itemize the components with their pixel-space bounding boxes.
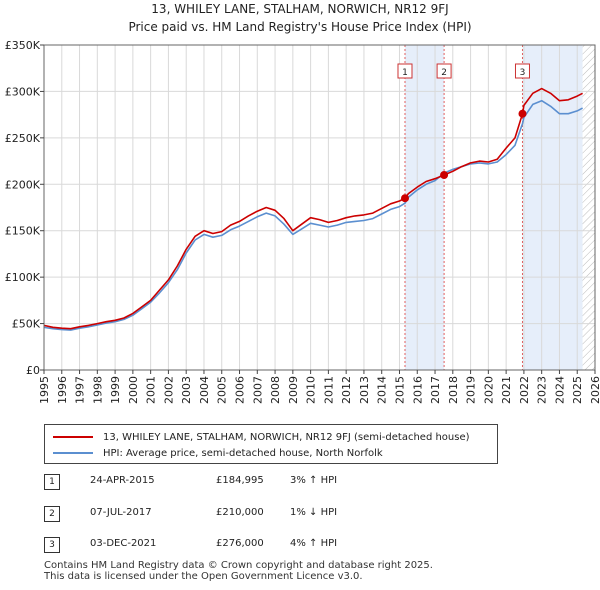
sale-hpi-diff: 4% ↑ HPI: [290, 538, 338, 549]
x-tick-label: 2014: [376, 376, 389, 404]
x-tick-label: 2016: [411, 376, 424, 404]
x-tick-label: 2001: [145, 376, 158, 404]
x-tick-label: 2018: [447, 376, 460, 404]
x-tick-label: 2000: [127, 376, 140, 404]
x-tick-label: 2015: [393, 376, 406, 404]
table-row: 1 24-APR-2015 £184,995 3% ↑ HPI: [44, 474, 464, 492]
x-tick-label: 2002: [162, 376, 175, 404]
y-tick-label: £300K: [5, 85, 41, 98]
sale-date: 24-APR-2015: [90, 475, 155, 486]
x-tick-label: 1996: [56, 376, 69, 404]
x-tick-label: 2025: [571, 376, 584, 404]
x-tick-label: 2023: [536, 376, 549, 404]
x-axis: 1995 1996 1997 1998 1999 2000 2001 2002 2003 2004…: [38, 370, 600, 404]
sale-marker-box: [397, 63, 413, 79]
sale-date: 03-DEC-2021: [90, 538, 157, 549]
y-tick-label: £250K: [5, 132, 41, 145]
x-tick-label: 2010: [305, 376, 318, 404]
sale-vlines: 1 2 3: [397, 45, 530, 370]
x-tick-label: 2007: [251, 376, 264, 404]
hatched-forecast-zone: [582, 45, 595, 370]
y-tick-label: £0: [26, 364, 40, 377]
table-row: 3 03-DEC-2021 £276,000 4% ↑ HPI: [44, 537, 464, 555]
y-tick-label: £50K: [12, 318, 41, 331]
sale-price: £184,995: [216, 475, 264, 486]
sale-markers: [400, 109, 527, 203]
x-tick-label: 2021: [500, 376, 513, 404]
y-tick-label: £350K: [5, 39, 41, 52]
x-tick-label: 2024: [553, 376, 566, 404]
shaded-periods: [404, 45, 595, 370]
y-tick-label: £100K: [5, 271, 41, 284]
table-row: 2 07-JUL-2017 £210,000 1% ↓ HPI: [44, 506, 464, 524]
x-tick-label: 2008: [269, 376, 282, 404]
grid: [43, 44, 596, 371]
sale-hpi-diff: 3% ↑ HPI: [290, 475, 338, 486]
sale-point: [400, 194, 409, 203]
footer-licence: This data is licensed under the Open Gov…: [44, 571, 363, 582]
shaded-period: [404, 45, 445, 370]
sale-point: [440, 171, 449, 179]
sale-number: 1: [44, 474, 60, 490]
chart-title: 13, WHILEY LANE, STALHAM, NORWICH, NR12 …: [151, 2, 448, 16]
y-axis: £0 £50K £100K £150K £200K £250K £300K £350K: [5, 39, 44, 377]
legend-label-property: 13, WHILEY LANE, STALHAM, NORWICH, NR12 …: [103, 431, 470, 443]
legend-label-hpi: HPI: Average price, semi-detached house,…: [103, 447, 383, 459]
sale-marker-box: [514, 63, 530, 79]
sale-number: 3: [44, 537, 60, 553]
x-tick-label: 2006: [234, 376, 247, 404]
sale-point: [518, 109, 527, 118]
x-tick-label: 1995: [38, 376, 51, 404]
x-tick-label: 1998: [91, 376, 104, 404]
sale-date: 07-JUL-2017: [90, 507, 152, 518]
x-tick-label: 2022: [518, 376, 531, 404]
sale-price: £276,000: [216, 538, 264, 549]
sale-marker-label: 2: [441, 68, 447, 78]
y-tick-label: £150K: [5, 225, 41, 238]
x-tick-label: 2026: [589, 376, 600, 404]
shaded-period: [522, 45, 583, 370]
legend-swatch-hpi: [53, 452, 93, 454]
footer-copyright: Contains HM Land Registry data © Crown c…: [44, 560, 433, 571]
sale-marker-label: 3: [520, 68, 526, 78]
x-tick-label: 2019: [465, 376, 478, 404]
y-tick-label: £200K: [5, 178, 41, 191]
x-tick-label: 2012: [340, 376, 353, 404]
x-tick-label: 1999: [109, 376, 122, 404]
sale-hpi-diff: 1% ↓ HPI: [290, 507, 338, 518]
legend-item-hpi: HPI: Average price, semi-detached house,…: [53, 445, 383, 461]
chart-subtitle: Price paid vs. HM Land Registry's House …: [128, 20, 471, 34]
footer: Contains HM Land Registry data © Crown c…: [44, 560, 433, 582]
x-tick-label: 2017: [429, 376, 442, 404]
series-line: [43, 87, 583, 330]
x-tick-label: 2005: [216, 376, 229, 404]
series-lines: [43, 87, 583, 331]
sale-price: £210,000: [216, 507, 264, 518]
x-tick-label: 2013: [358, 376, 371, 404]
sale-marker-box: [436, 63, 452, 79]
legend-item-property: 13, WHILEY LANE, STALHAM, NORWICH, NR12 …: [53, 429, 470, 445]
plot-frame: [43, 44, 596, 371]
x-tick-label: 2020: [482, 376, 495, 404]
sale-marker-label: 1: [402, 68, 408, 78]
x-tick-label: 2009: [287, 376, 300, 404]
legend: 13, WHILEY LANE, STALHAM, NORWICH, NR12 …: [44, 424, 498, 464]
legend-swatch-property: [53, 436, 93, 438]
sale-number: 2: [44, 506, 60, 522]
x-tick-label: 2004: [198, 376, 211, 404]
x-tick-label: 1997: [74, 376, 87, 404]
x-tick-label: 2003: [180, 376, 193, 404]
series-line: [43, 99, 583, 331]
price-chart: 13, WHILEY LANE, STALHAM, NORWICH, NR12 …: [5, 2, 600, 404]
x-tick-label: 2011: [322, 376, 335, 404]
